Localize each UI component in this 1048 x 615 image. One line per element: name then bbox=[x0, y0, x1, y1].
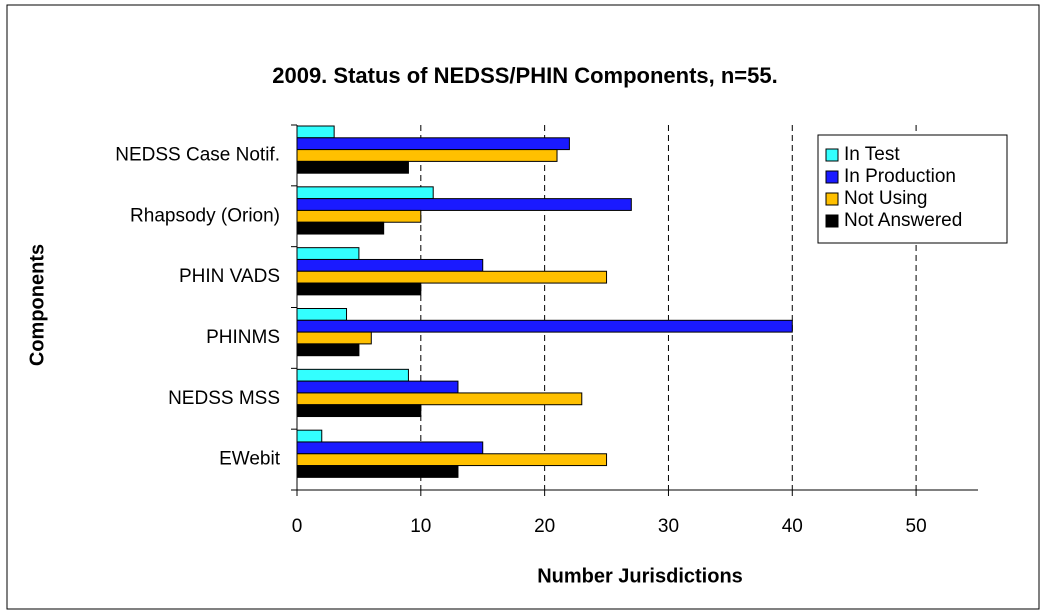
bar bbox=[296, 125, 335, 139]
bar bbox=[296, 209, 422, 223]
x-tick-label: 30 bbox=[658, 516, 679, 537]
x-tick-label: 10 bbox=[410, 516, 431, 537]
x-axis-label: Number Jurisdictions bbox=[537, 565, 743, 587]
x-tick-label: 20 bbox=[534, 516, 555, 537]
bar bbox=[296, 319, 793, 333]
legend-label: Not Using bbox=[844, 188, 927, 209]
legend-swatch bbox=[825, 148, 839, 162]
bar bbox=[296, 404, 422, 418]
bar bbox=[296, 441, 484, 455]
chart-border bbox=[6, 4, 1040, 610]
bar bbox=[296, 343, 360, 357]
bar bbox=[296, 149, 558, 162]
bar bbox=[296, 186, 434, 200]
bar bbox=[296, 270, 608, 284]
bar bbox=[296, 380, 459, 394]
x-tick-label: 50 bbox=[906, 516, 927, 537]
bar bbox=[296, 258, 484, 272]
bar bbox=[296, 198, 632, 211]
bar bbox=[296, 429, 323, 443]
bar bbox=[296, 392, 583, 406]
x-tick-label: 0 bbox=[292, 516, 303, 537]
bar bbox=[296, 137, 570, 151]
legend-label: In Production bbox=[844, 166, 956, 187]
y-axis-label: Components bbox=[26, 244, 48, 366]
y-tick-label: Rhapsody (Orion) bbox=[130, 205, 280, 226]
bar bbox=[296, 160, 409, 174]
bar bbox=[296, 308, 348, 321]
y-tick-label: PHINMS bbox=[206, 327, 280, 348]
bar bbox=[296, 247, 360, 260]
y-tick-label: EWebit bbox=[219, 449, 281, 470]
legend-swatch bbox=[825, 192, 839, 206]
y-tick-label: NEDSS Case Notif. bbox=[115, 144, 280, 165]
legend-box bbox=[817, 134, 1008, 244]
legend-label: Not Answered bbox=[844, 210, 962, 231]
y-tick-label: PHIN VADS bbox=[179, 266, 280, 287]
legend-swatch bbox=[825, 214, 839, 228]
bar bbox=[296, 465, 459, 478]
legend-label: In Test bbox=[844, 144, 900, 165]
bar bbox=[296, 453, 608, 467]
y-tick-label: NEDSS MSS bbox=[168, 388, 280, 409]
chart-title: 2009. Status of NEDSS/PHIN Components, n… bbox=[272, 63, 778, 88]
bar bbox=[296, 221, 385, 235]
x-tick-label: 40 bbox=[782, 516, 803, 537]
bar bbox=[296, 368, 409, 382]
legend-swatch bbox=[825, 170, 839, 184]
bar bbox=[296, 282, 422, 296]
bar bbox=[296, 331, 372, 345]
